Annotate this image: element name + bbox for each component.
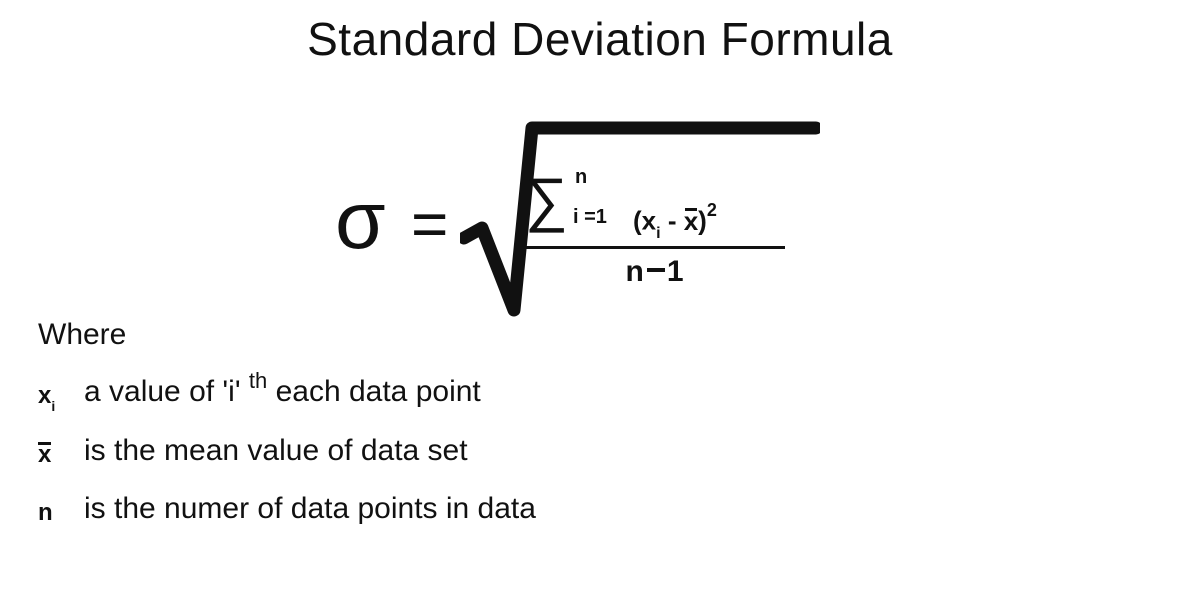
sum-lower: i =1 <box>573 206 607 229</box>
paren-close: ) <box>698 206 707 236</box>
sigma-sum-icon: ∑ <box>525 170 568 230</box>
legend-row: xi a value of 'i' th each data point <box>38 370 536 410</box>
squared-term: (xi - x)2 <box>633 204 717 241</box>
denom-minus-icon <box>647 268 665 272</box>
page: Standard Deviation Formula σ = ∑ n i =1 … <box>0 0 1200 600</box>
legend-desc: is the mean value of data set <box>84 434 468 468</box>
legend-symbol-text: x <box>38 441 51 469</box>
sigma-symbol: σ <box>335 180 386 262</box>
equals-sign: = <box>411 192 448 256</box>
numerator: ∑ n i =1 (xi - x)2 <box>525 182 785 244</box>
power-2: 2 <box>707 200 717 220</box>
legend-row: x is the mean value of data set <box>38 434 536 468</box>
x-sub-i: i <box>656 225 660 242</box>
legend-desc-after: each data point <box>267 375 481 408</box>
paren-open: ( <box>633 206 642 236</box>
page-title: Standard Deviation Formula <box>0 12 1200 66</box>
summation: ∑ n i =1 <box>525 174 595 240</box>
where-label: Where <box>38 318 536 352</box>
denom-n: n <box>625 255 644 288</box>
denominator: n1 <box>525 255 785 289</box>
denom-one: 1 <box>667 255 685 288</box>
legend-symbol-sub: i <box>51 398 55 414</box>
legend-row: n is the numer of data points in data <box>38 492 536 526</box>
legend: Where xi a value of 'i' th each data poi… <box>38 318 536 550</box>
legend-desc: a value of 'i' th each data point <box>84 370 481 409</box>
legend-symbol-text: x <box>38 382 51 409</box>
legend-symbol-xi: xi <box>38 382 84 412</box>
x-bar: x <box>684 206 698 237</box>
fraction-line <box>525 246 785 249</box>
x-var: x <box>642 206 656 236</box>
legend-desc-sup: th <box>249 368 267 393</box>
minus: - <box>661 206 684 236</box>
legend-desc-before: a value of 'i' <box>84 375 249 408</box>
legend-desc: is the numer of data points in data <box>84 492 536 526</box>
formula-block: σ = ∑ n i =1 (xi - x)2 n1 <box>335 120 855 320</box>
legend-symbol-n: n <box>38 499 84 527</box>
fraction: ∑ n i =1 (xi - x)2 n1 <box>525 182 785 289</box>
sum-upper: n <box>575 166 587 189</box>
legend-symbol-xbar: x <box>38 441 84 469</box>
